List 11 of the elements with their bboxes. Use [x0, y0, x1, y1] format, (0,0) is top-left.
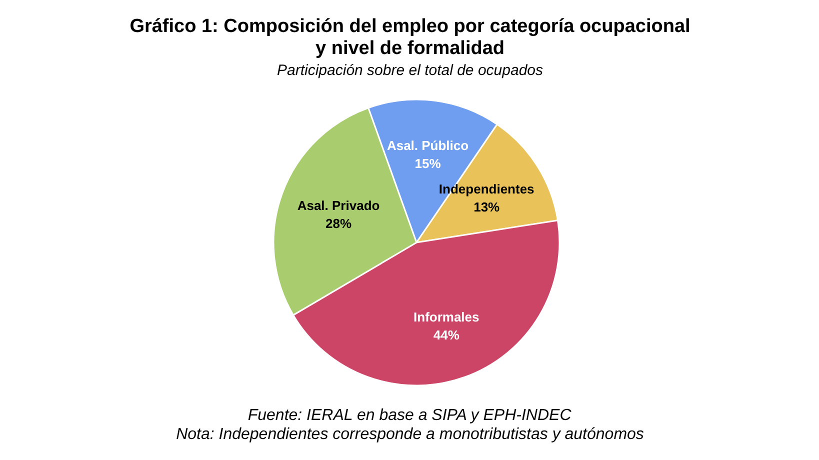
data-label: 28% [326, 216, 352, 231]
text: Nota: Independientes corresponde a monotributistas y autónomos [176, 426, 644, 443]
slice-label: Asal. Privado [297, 198, 380, 213]
data-label: 13% [474, 200, 500, 215]
chart-title: Gráfico 1: Composición del empleo por categoría ocupacional y nivel de formalidad [130, 16, 690, 59]
slice-label: Informales [414, 309, 480, 324]
chart-subtitle: Participación sobre el total de ocupados [277, 62, 544, 79]
slice-label: Asal. Público [386, 138, 469, 154]
source-note: Fuente: IERAL en base a SIPA y EPH-INDEC [248, 407, 572, 424]
data-label: 15% [414, 156, 442, 172]
data-label: 44% [433, 327, 460, 342]
